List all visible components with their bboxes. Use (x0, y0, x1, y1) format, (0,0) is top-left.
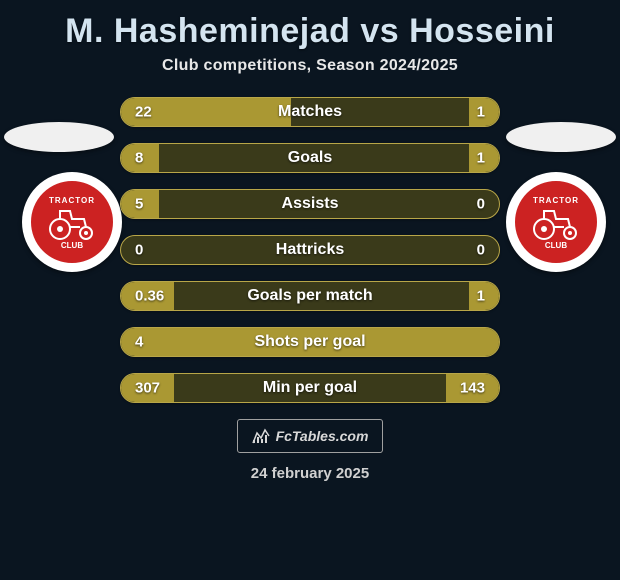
left-ellipse (4, 122, 114, 152)
stat-left-value: 8 (135, 150, 143, 167)
player2-badge: TRACTOR CLUB (506, 172, 606, 272)
stat-left-value: 22 (135, 104, 152, 121)
badge-bot-text: CLUB (545, 241, 567, 250)
stat-right-value: 143 (460, 380, 485, 397)
footer-date: 24 february 2025 (0, 465, 620, 482)
subtitle: Club competitions, Season 2024/2025 (0, 57, 620, 75)
stat-label: Matches (278, 103, 342, 121)
stat-row: 0.36 1 Goals per match (120, 281, 500, 311)
stat-row: 4 Shots per goal (120, 327, 500, 357)
stat-left-value: 5 (135, 196, 143, 213)
page-title: M. Hasheminejad vs Hosseini (0, 8, 620, 57)
footer-brand-text: FcTables.com (276, 428, 369, 444)
stat-right-value: 1 (477, 288, 485, 305)
badge-bot-text: CLUB (61, 241, 83, 250)
stat-right-value: 0 (477, 196, 485, 213)
stat-right-value: 1 (477, 104, 485, 121)
tractor-icon (530, 205, 582, 241)
stat-label: Goals (288, 149, 332, 167)
stat-left-value: 0.36 (135, 288, 164, 305)
stat-right-value: 1 (477, 150, 485, 167)
stat-left-value: 0 (135, 242, 143, 259)
stat-row: 0 0 Hattricks (120, 235, 500, 265)
stat-label: Shots per goal (254, 333, 365, 351)
stat-row: 8 1 Goals (120, 143, 500, 173)
stat-label: Goals per match (247, 287, 372, 305)
tractor-icon (46, 205, 98, 241)
badge-top-text: TRACTOR (533, 196, 579, 205)
stats-container: 22 1 Matches 8 1 Goals 5 0 Assists 0 0 Hattricks 0.3… (120, 97, 500, 403)
stat-row: 5 0 Assists (120, 189, 500, 219)
stat-left-value: 307 (135, 380, 160, 397)
stat-row: 307 143 Min per goal (120, 373, 500, 403)
badge-top-text: TRACTOR (49, 196, 95, 205)
footer-brand-badge[interactable]: FcTables.com (237, 419, 383, 453)
right-ellipse (506, 122, 616, 152)
chart-icon (252, 428, 270, 444)
player1-badge: TRACTOR CLUB (22, 172, 122, 272)
stat-left-value: 4 (135, 334, 143, 351)
stat-right-value: 0 (477, 242, 485, 259)
stat-label: Min per goal (263, 379, 357, 397)
stat-label: Hattricks (276, 241, 344, 259)
stat-row: 22 1 Matches (120, 97, 500, 127)
stat-label: Assists (282, 195, 339, 213)
